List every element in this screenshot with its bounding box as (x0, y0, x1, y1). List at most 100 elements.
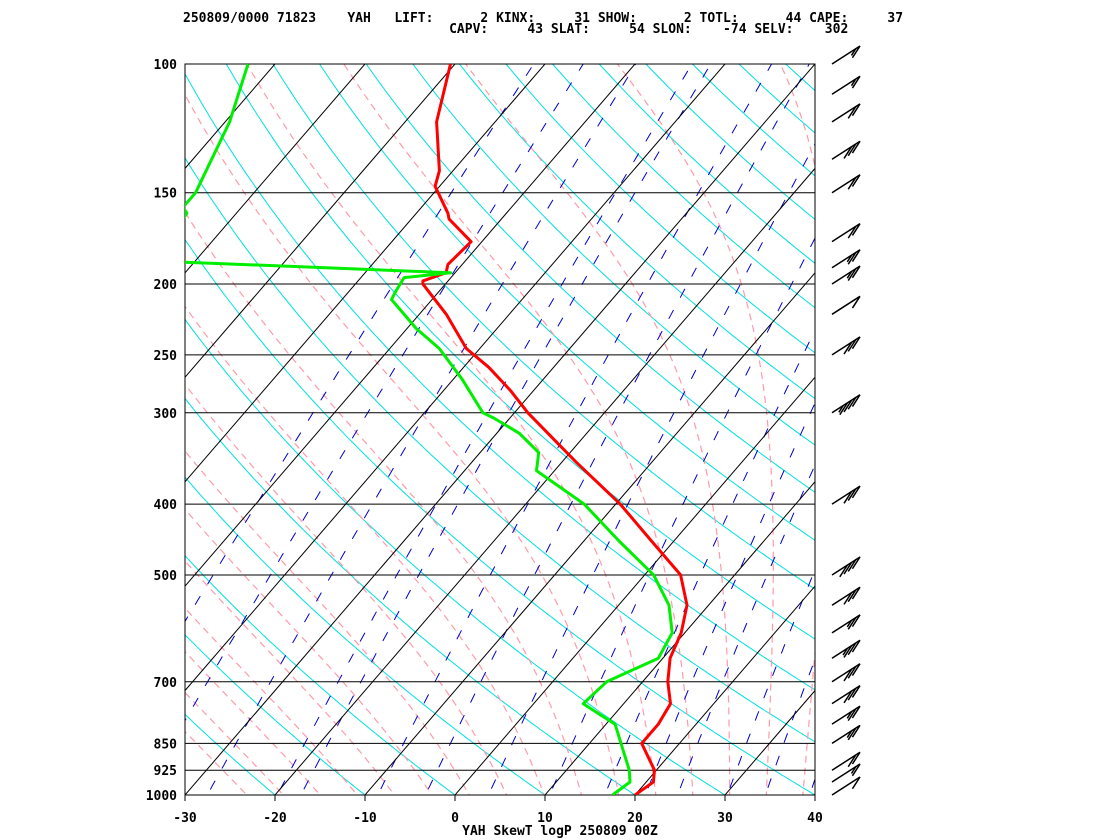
dry-adiabat-line (814, 48, 1120, 811)
mixing-ratio-line (206, 64, 637, 795)
wind-barb (831, 45, 861, 65)
wind-barb-feather (850, 78, 857, 87)
wind-barb-feather (847, 252, 857, 265)
isotherm-line (634, 585, 815, 795)
dry-adiabat-line (365, 64, 815, 493)
wind-barb (831, 223, 861, 243)
dry-adiabat-line (598, 64, 815, 264)
x-tick-label: -30 (173, 811, 197, 826)
x-tick-label: 0 (451, 811, 459, 826)
wind-barb-feather (847, 143, 857, 157)
wind-barb-feather (850, 766, 857, 774)
pressure-label: 400 (154, 498, 178, 513)
wind-barb-feather (847, 397, 857, 410)
wind-barb-feather (851, 685, 861, 698)
wind-barb-feather (847, 708, 857, 722)
wind-barb-feather (851, 140, 861, 154)
wind-barb-feather (851, 265, 861, 279)
moist-adiabat-line (185, 450, 470, 795)
mixing-ratio-line (185, 64, 535, 623)
wind-barb-staff (831, 249, 861, 269)
wind-barb-feather (851, 174, 861, 187)
wind-barb (831, 763, 861, 783)
wind-barb-feather (839, 564, 849, 578)
wind-barb-staff (831, 103, 861, 123)
wind-barb-feather (851, 249, 861, 262)
wind-barb (831, 103, 861, 123)
isotherm-line (364, 272, 815, 795)
chart-title: YAH SkewT logP 250809 00Z (462, 824, 658, 839)
wind-barb-feather (851, 336, 861, 350)
isotherm-line (185, 64, 546, 483)
wind-barb-staff (831, 614, 861, 634)
wind-barb (831, 265, 861, 285)
moist-adiabat-line (185, 730, 248, 795)
wind-barb-feather (847, 225, 857, 239)
pressure-label: 700 (154, 676, 178, 691)
dry-adiabat-line (225, 64, 815, 640)
mixing-ratio-line (764, 658, 815, 795)
moist-adiabat-line (185, 383, 508, 795)
wind-barb-feather (847, 559, 857, 572)
wind-barb-feather (843, 668, 853, 682)
isotherms (185, 64, 815, 795)
wind-barb-feather (847, 268, 857, 281)
x-tick-label: 20 (627, 811, 643, 826)
wind-barb-feather (843, 341, 853, 355)
moist-adiabat-line (185, 93, 620, 795)
x-tick-label: 30 (717, 811, 733, 826)
dry-adiabat-line (860, 48, 1120, 811)
wind-barb-feather (851, 223, 861, 236)
wind-barb-feather (851, 763, 861, 777)
pressure-label: 200 (154, 278, 178, 293)
wind-barb (831, 75, 861, 95)
dry-adiabat-line (458, 64, 815, 400)
moist-adiabat-line (779, 64, 815, 795)
wind-barb-staff (831, 45, 861, 65)
moist-adiabat-line (185, 211, 583, 795)
x-tick-label: 40 (807, 811, 823, 826)
x-axis-ticks: -30 -20 -10 0 10 20 30 40 (173, 795, 823, 826)
wind-barb-staff (831, 265, 861, 285)
pressure-label: 300 (154, 407, 178, 422)
wind-barb-staff (831, 724, 861, 745)
wind-barb-staff (831, 295, 861, 315)
isotherm-line (544, 480, 815, 795)
temperature-profile-line (421, 64, 689, 795)
wind-barb-feather (851, 614, 861, 628)
wind-barb-feather (847, 754, 857, 768)
dry-adiabat-line (185, 476, 546, 795)
wind-barb-feather (843, 491, 853, 504)
wind-barb (831, 776, 861, 796)
wind-barbs (831, 45, 861, 796)
wind-barb-feather (846, 730, 853, 738)
wind-barb (831, 685, 861, 705)
wind-barb-feather (843, 146, 853, 159)
wind-barb-staff (831, 776, 861, 796)
wind-barb-feather (838, 405, 844, 413)
plot-frame (184, 63, 816, 796)
dry-adiabat-line (185, 397, 636, 795)
wind-barb-feather (851, 295, 861, 309)
wind-barb-feather (847, 642, 857, 656)
wind-barb-feather (847, 488, 857, 501)
dry-adiabat-line (645, 64, 815, 221)
wind-barb (831, 724, 861, 745)
wind-barb-staff (831, 75, 861, 95)
wind-barb-feather (842, 647, 849, 656)
mixing-ratio-line (644, 401, 815, 795)
wind-barb (831, 705, 861, 725)
moist-adiabat-line (343, 64, 694, 795)
dry-adiabat-line (185, 238, 815, 795)
pressure-label: 850 (154, 737, 178, 752)
wind-barb (831, 249, 861, 269)
dry-adiabat-line (272, 64, 815, 590)
mixing-ratio-line (276, 64, 693, 795)
wind-barb-feather (851, 394, 861, 407)
wind-barb (831, 485, 861, 505)
isotherm-line (454, 376, 815, 795)
x-tick-label: -20 (263, 811, 287, 826)
wind-barb (831, 586, 861, 606)
wind-barb (831, 295, 861, 315)
moist-adiabat-line (185, 560, 396, 795)
